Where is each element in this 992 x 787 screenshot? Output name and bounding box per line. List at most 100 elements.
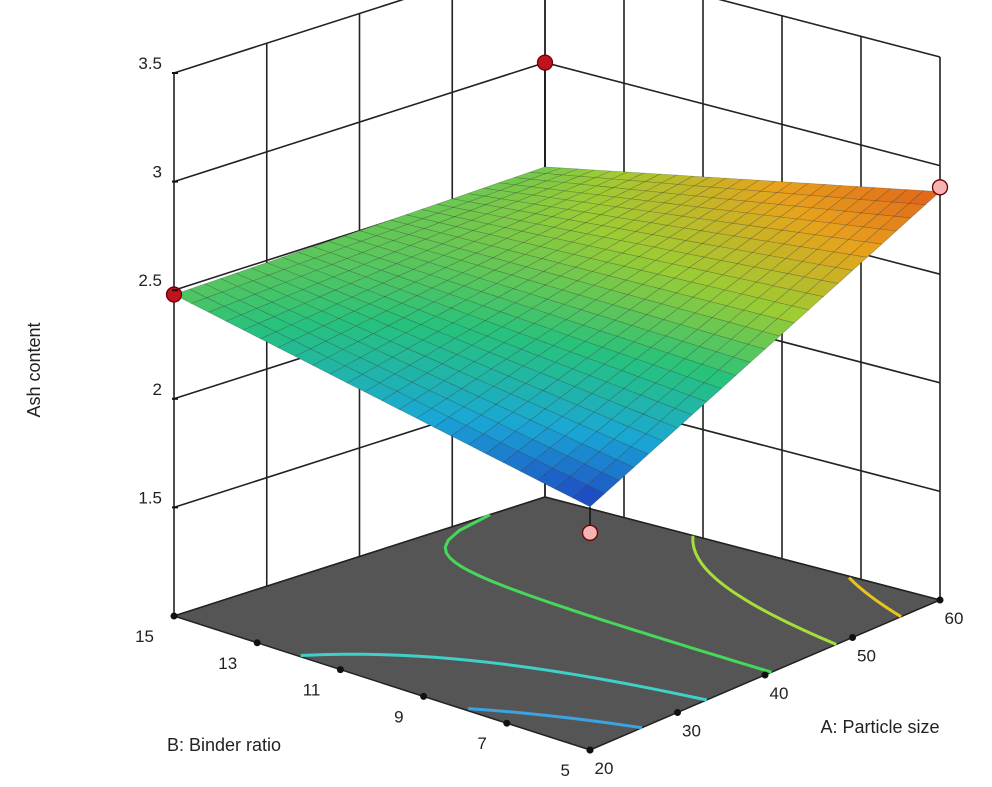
surface-cell	[458, 241, 493, 254]
design-point	[536, 54, 554, 71]
surface-cell	[677, 296, 711, 314]
y-tick-mark	[170, 612, 178, 620]
response-surface	[173, 166, 941, 508]
surface-cell	[455, 219, 490, 231]
surface-cell	[393, 245, 428, 258]
surface-cell	[456, 230, 491, 242]
y-tick-label: 5	[561, 761, 570, 780]
surface-cell	[662, 308, 696, 325]
x-tick-mark	[849, 634, 856, 641]
surface-cell	[559, 386, 593, 406]
contour-floor	[171, 496, 943, 751]
surface-cell	[690, 270, 724, 287]
surface-cell	[383, 289, 418, 304]
surface-cell	[621, 243, 655, 258]
surface-cell	[322, 318, 357, 334]
surface-cell	[791, 292, 824, 311]
surface-cell	[584, 330, 618, 348]
surface-cell	[743, 297, 776, 315]
surface-cell	[522, 355, 557, 374]
design-point	[581, 524, 599, 541]
surface-cell	[776, 305, 810, 324]
surface-cell	[545, 167, 579, 176]
surface-cell	[762, 318, 795, 337]
x-tick-mark	[674, 709, 681, 716]
surface-cell	[277, 339, 312, 357]
surface-cell	[539, 361, 574, 381]
surface-cell	[319, 289, 354, 305]
surface-cell	[520, 459, 554, 481]
surface-cell	[747, 331, 781, 350]
surface-cell	[610, 406, 644, 428]
surface-cell	[580, 299, 614, 316]
design-points	[165, 54, 949, 541]
surface-cell	[398, 399, 433, 419]
surface-cell	[669, 358, 703, 378]
surface-cell	[207, 305, 243, 322]
surface-cell	[486, 326, 520, 343]
x-tick-label: 60	[945, 609, 964, 628]
x-tick-label: 30	[682, 722, 701, 741]
surface-cell	[488, 342, 522, 360]
x-axis-title: A: Particle size	[820, 717, 939, 737]
surface-cell	[564, 423, 598, 445]
surface-cell	[351, 289, 386, 305]
surface-cell	[399, 281, 433, 297]
surface-cell	[416, 408, 450, 428]
surface-cell	[683, 218, 717, 232]
surface-cell	[713, 321, 747, 340]
contour-line	[691, 535, 837, 646]
surface-cell	[572, 484, 606, 508]
surface-cell	[355, 318, 390, 334]
surface-cell	[591, 381, 625, 401]
surface-cell	[597, 304, 631, 321]
surface-cell	[623, 376, 657, 396]
x-tick-label: 20	[595, 759, 614, 778]
y-tick-label: 9	[394, 707, 403, 726]
y-tick-mark	[420, 692, 428, 700]
surface-cell	[658, 277, 692, 294]
surface-cell	[537, 345, 571, 363]
surface-cell	[542, 379, 576, 399]
surface-cell	[454, 329, 488, 346]
z-tick-label: 3.5	[138, 54, 162, 73]
surface-cell	[561, 404, 595, 425]
surface-cell	[401, 295, 435, 311]
surface-cell	[797, 220, 831, 236]
contour-line	[468, 707, 643, 730]
surface-cell	[783, 232, 817, 248]
y-tick-label: 11	[303, 681, 321, 700]
surface-cell	[699, 220, 734, 234]
surface-cell	[514, 293, 548, 309]
y-tick-label: 13	[218, 654, 237, 673]
surface-cell	[614, 309, 648, 326]
contour-line	[848, 576, 902, 618]
surface-cell	[550, 319, 584, 336]
surface-cell	[565, 309, 599, 326]
z-tick-label: 1.5	[138, 488, 162, 507]
contour-line	[300, 652, 707, 702]
surface-cell	[416, 287, 450, 303]
surface-cell	[537, 467, 571, 490]
surface-cell	[535, 329, 569, 346]
surface-cell	[633, 330, 667, 348]
surface-cell	[349, 276, 384, 291]
surface-cell	[616, 325, 650, 343]
surface-cell	[441, 354, 475, 372]
surface-cell	[698, 208, 732, 222]
surface-cell	[674, 395, 708, 416]
surface-cell	[338, 310, 373, 327]
surface-cell	[525, 372, 559, 391]
surface-cell	[456, 344, 490, 363]
surface-cell	[648, 319, 682, 337]
surface-cell	[574, 375, 608, 394]
surface-cell	[301, 282, 336, 298]
surface-cell	[681, 206, 715, 219]
surface-cell	[588, 363, 623, 383]
surface-cell	[816, 236, 850, 253]
surface-cell	[656, 263, 691, 279]
surface-cell	[645, 420, 679, 442]
surface-cell	[591, 261, 625, 277]
surface-cell	[527, 390, 561, 410]
surface-cell	[336, 296, 371, 312]
